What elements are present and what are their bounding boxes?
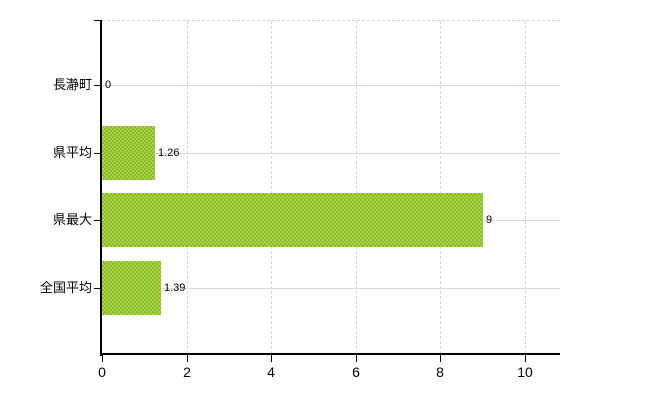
category-label-3: 全国平均 [39, 280, 92, 295]
y-axis-tick-0 [94, 85, 100, 86]
chart-bar-1 [102, 126, 155, 180]
v-gridline [356, 21, 357, 354]
chart-bar-2 [102, 193, 483, 247]
value-label-2: 9 [486, 214, 493, 226]
v-gridline [525, 21, 526, 354]
x-tick-label-1: 2 [183, 364, 191, 380]
x-axis-tick-1 [187, 355, 188, 362]
y-axis-line [100, 20, 102, 356]
chart-bar-3 [102, 261, 161, 315]
x-tick-label-4: 8 [436, 364, 444, 380]
y-axis-tick-3 [94, 288, 100, 289]
h-gridline [102, 85, 560, 86]
x-axis-tick-2 [271, 355, 272, 362]
y-axis-tick-2 [94, 220, 100, 221]
x-tick-label-5: 10 [517, 364, 533, 380]
value-label-1: 1.26 [158, 147, 180, 159]
x-axis-tick-3 [356, 355, 357, 362]
plot-top-border [102, 20, 560, 21]
value-label-0: 0 [105, 79, 112, 91]
category-label-1: 県平均 [52, 145, 92, 160]
x-tick-label-2: 4 [267, 364, 275, 380]
v-gridline [440, 21, 441, 354]
value-label-3: 1.39 [164, 282, 186, 294]
y-axis-top-tick [94, 20, 100, 21]
x-axis-tick-4 [440, 355, 441, 362]
x-axis-tick-5 [525, 355, 526, 362]
x-axis-tick-0 [102, 355, 103, 362]
h-gridline [102, 288, 560, 289]
category-label-0: 長瀞町 [52, 77, 92, 92]
v-gridline [187, 21, 188, 354]
x-tick-label-3: 6 [352, 364, 360, 380]
h-gridline [102, 153, 560, 154]
y-axis-tick-1 [94, 153, 100, 154]
x-tick-label-0: 0 [98, 364, 106, 380]
x-axis-line [100, 353, 560, 355]
category-label-2: 県最大 [52, 212, 92, 227]
v-gridline [271, 21, 272, 354]
